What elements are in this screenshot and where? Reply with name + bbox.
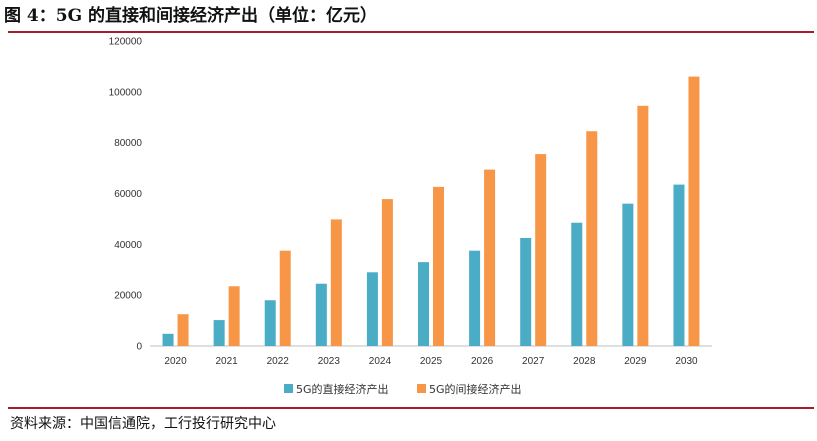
x-tick-label: 2021 (216, 356, 239, 367)
bar-direct-output (366, 272, 378, 346)
bar-indirect-output (535, 154, 547, 346)
bar-indirect-output (484, 169, 496, 346)
bar-indirect-output (433, 186, 444, 346)
y-tick-label: 60000 (114, 189, 142, 200)
bar-indirect-output (177, 314, 189, 346)
x-tick-label: 2022 (267, 356, 290, 367)
title-divider (8, 31, 814, 33)
bar-indirect-output (381, 199, 393, 346)
y-tick-label: 0 (136, 342, 142, 353)
bar-direct-output (418, 262, 429, 346)
bar-indirect-output (228, 286, 240, 346)
x-tick-label: 2025 (420, 356, 443, 367)
bar-direct-output (673, 184, 685, 346)
bar-direct-output (520, 237, 532, 346)
legend-swatch-direct (284, 384, 293, 393)
x-tick-label: 2024 (369, 356, 392, 367)
legend-label-direct: 5G的直接经济产出 (296, 382, 389, 396)
legend-swatch-indirect (417, 384, 426, 393)
bar-indirect-output (637, 105, 649, 346)
bar-indirect-output (586, 131, 598, 346)
figure-title: 图 4：5G 的直接和间接经济产出（单位：亿元） (4, 6, 378, 26)
bar-direct-output (315, 283, 327, 346)
y-tick-label: 40000 (114, 240, 142, 251)
x-tick-label: 2020 (164, 356, 187, 367)
source-divider (8, 407, 814, 409)
bar-direct-output (213, 320, 225, 346)
y-tick-label: 120000 (109, 37, 143, 48)
bar-direct-output (264, 300, 276, 346)
bar-direct-output (622, 203, 634, 346)
y-tick-label: 20000 (114, 291, 142, 302)
x-tick-label: 2030 (675, 356, 698, 367)
source-note: 资料来源：中国信通院，工行投行研究中心 (10, 416, 276, 432)
bar-indirect-output (330, 219, 342, 346)
legend-label-indirect: 5G的间接经济产出 (429, 382, 522, 396)
bar-indirect-output (279, 250, 291, 346)
x-tick-label: 2029 (624, 356, 647, 367)
x-tick-label: 2026 (471, 356, 494, 367)
y-tick-label: 100000 (109, 87, 143, 98)
bar-indirect-output (688, 76, 700, 346)
x-tick-label: 2027 (522, 356, 545, 367)
bar-direct-output (469, 250, 481, 346)
bar-direct-output (571, 222, 583, 346)
bar-direct-output (162, 333, 174, 346)
y-tick-label: 80000 (114, 138, 142, 149)
x-tick-label: 2023 (318, 356, 341, 367)
x-tick-label: 2028 (573, 356, 596, 367)
